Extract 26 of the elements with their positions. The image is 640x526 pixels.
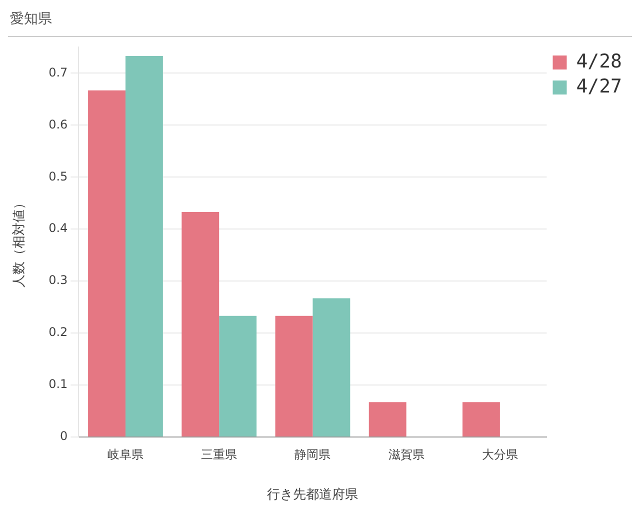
y-tick-label: 0.3 bbox=[48, 273, 68, 288]
chart-title: 愛知県 bbox=[8, 8, 632, 37]
bar bbox=[219, 316, 257, 436]
bar bbox=[462, 402, 500, 436]
x-tick-label: 岐阜県 bbox=[107, 447, 144, 462]
y-tick-label: 0.6 bbox=[48, 117, 68, 132]
x-tick-label: 大分県 bbox=[482, 447, 518, 462]
y-tick-label: 0.4 bbox=[48, 221, 68, 236]
bar bbox=[182, 212, 220, 436]
bar bbox=[88, 90, 126, 436]
y-tick-label: 0 bbox=[60, 429, 68, 444]
y-axis-title: 人数（相対値） bbox=[11, 196, 28, 288]
bar bbox=[312, 298, 350, 436]
legend-label: 4/27 bbox=[576, 75, 622, 98]
x-tick-label: 滋賀県 bbox=[388, 447, 424, 462]
bar bbox=[275, 316, 313, 436]
x-tick-label: 三重県 bbox=[201, 447, 238, 462]
x-tick-label: 静岡県 bbox=[294, 447, 331, 462]
y-tick-label: 0.1 bbox=[48, 377, 68, 392]
y-tick-label: 0.7 bbox=[48, 65, 68, 80]
bar bbox=[368, 402, 406, 436]
y-tick-label: 0.2 bbox=[48, 325, 68, 340]
y-tick-label: 0.5 bbox=[48, 169, 68, 184]
bar bbox=[125, 56, 163, 436]
x-axis-title: 行き先都道府県 bbox=[267, 486, 358, 503]
legend-label: 4/28 bbox=[576, 50, 622, 72]
